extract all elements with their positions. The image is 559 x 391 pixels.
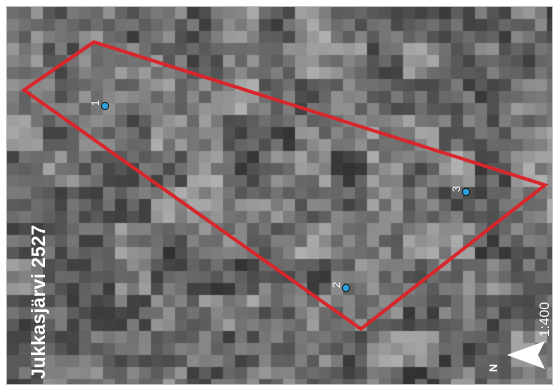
map-overlay: 1 2 3: [20, 40, 549, 369]
scale-label: 1:400: [536, 301, 552, 337]
sample-point-label: 3: [451, 186, 463, 192]
sample-point-marker[interactable]: [100, 101, 110, 111]
area-boundary[interactable]: [20, 40, 549, 332]
north-label: N: [488, 364, 500, 372]
sample-point-1[interactable]: 1: [90, 100, 110, 111]
sample-point-3[interactable]: 3: [451, 186, 471, 197]
sample-point-2[interactable]: 2: [331, 282, 351, 293]
sample-point-marker[interactable]: [341, 283, 351, 293]
sample-point-label: 1: [90, 100, 102, 106]
satellite-raster: [7, 7, 552, 384]
north-arrow-icon: [507, 341, 545, 369]
sample-point-marker[interactable]: [461, 187, 471, 197]
sample-point-label: 2: [331, 282, 343, 288]
map-view[interactable]: 1 2 3 Jukkasjärvi 2527 1:400 N: [6, 6, 553, 385]
map-title: Jukkasjärvi 2527: [29, 224, 50, 379]
